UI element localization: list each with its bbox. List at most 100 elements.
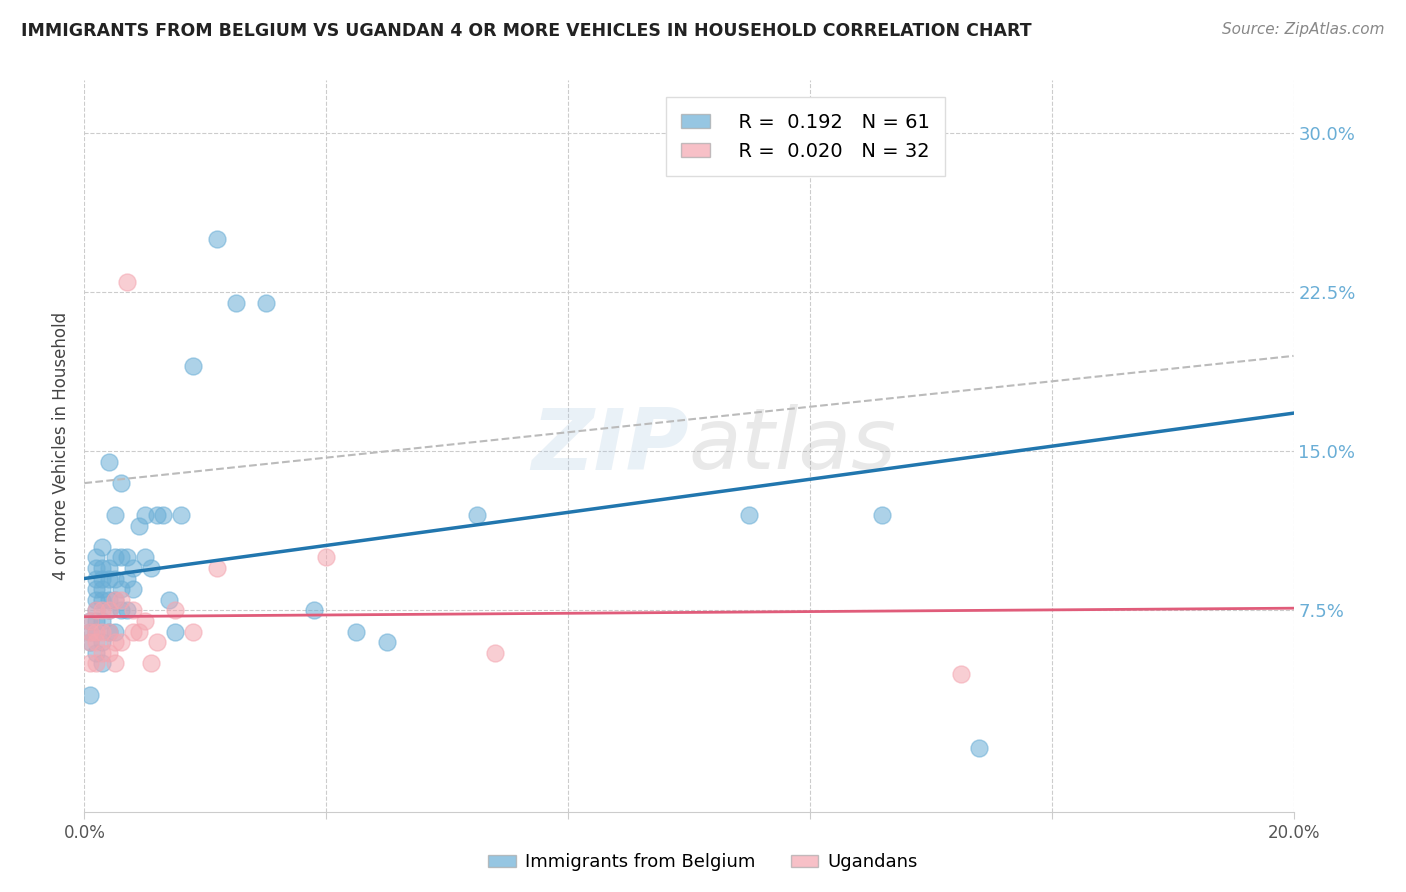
Point xyxy=(97,561,120,575)
Point xyxy=(86,603,108,617)
Point xyxy=(86,550,108,565)
Point xyxy=(79,657,101,671)
Point xyxy=(467,508,489,522)
Point xyxy=(86,635,108,649)
Point xyxy=(254,296,277,310)
Point xyxy=(110,635,132,649)
Point xyxy=(104,550,127,565)
Point xyxy=(115,572,138,586)
Point xyxy=(950,667,973,681)
Point xyxy=(139,657,162,671)
Point xyxy=(104,635,127,649)
Point xyxy=(97,455,120,469)
Point xyxy=(165,603,187,617)
Point xyxy=(97,624,120,639)
Point xyxy=(181,624,204,639)
Point xyxy=(104,657,127,671)
Point xyxy=(104,508,127,522)
Point xyxy=(967,741,990,756)
Point xyxy=(91,572,114,586)
Point xyxy=(86,624,108,639)
Point xyxy=(91,582,114,596)
Point xyxy=(207,561,229,575)
Point xyxy=(79,688,101,702)
Point xyxy=(104,592,127,607)
Point xyxy=(97,592,120,607)
Point xyxy=(225,296,247,310)
Point xyxy=(104,624,127,639)
Point xyxy=(86,603,108,617)
Point xyxy=(79,635,101,649)
Point xyxy=(146,508,169,522)
Point xyxy=(97,646,120,660)
Point xyxy=(157,592,180,607)
Point xyxy=(121,582,143,596)
Point xyxy=(91,540,114,554)
Point xyxy=(165,624,187,639)
Point xyxy=(134,614,156,628)
Point xyxy=(104,572,127,586)
Point xyxy=(738,508,761,522)
Point xyxy=(97,603,120,617)
Point xyxy=(91,614,114,628)
Point xyxy=(97,603,120,617)
Text: ZIP: ZIP xyxy=(531,404,689,488)
Text: IMMIGRANTS FROM BELGIUM VS UGANDAN 4 OR MORE VEHICLES IN HOUSEHOLD CORRELATION C: IMMIGRANTS FROM BELGIUM VS UGANDAN 4 OR … xyxy=(21,22,1032,40)
Point xyxy=(104,592,127,607)
Point xyxy=(91,646,114,660)
Point xyxy=(302,603,325,617)
Legend: Immigrants from Belgium, Ugandans: Immigrants from Belgium, Ugandans xyxy=(481,847,925,879)
Point xyxy=(872,508,894,522)
Point xyxy=(97,624,120,639)
Point xyxy=(146,635,169,649)
Point xyxy=(181,359,204,374)
Point xyxy=(152,508,174,522)
Point xyxy=(79,614,101,628)
Point xyxy=(91,635,114,649)
Point xyxy=(121,624,143,639)
Point xyxy=(484,646,506,660)
Point xyxy=(86,624,108,639)
Point xyxy=(86,561,108,575)
Point xyxy=(110,603,132,617)
Point xyxy=(139,561,162,575)
Point xyxy=(79,635,101,649)
Point xyxy=(110,582,132,596)
Point xyxy=(79,614,101,628)
Legend:   R =  0.192   N = 61,   R =  0.020   N = 32: R = 0.192 N = 61, R = 0.020 N = 32 xyxy=(665,97,945,176)
Point xyxy=(91,561,114,575)
Point xyxy=(315,550,337,565)
Point xyxy=(86,614,108,628)
Point xyxy=(86,582,108,596)
Point xyxy=(128,624,150,639)
Point xyxy=(115,550,138,565)
Point xyxy=(115,603,138,617)
Text: atlas: atlas xyxy=(689,404,897,488)
Point xyxy=(134,508,156,522)
Text: Source: ZipAtlas.com: Source: ZipAtlas.com xyxy=(1222,22,1385,37)
Point xyxy=(170,508,193,522)
Point xyxy=(91,657,114,671)
Point xyxy=(375,635,398,649)
Point xyxy=(115,275,138,289)
Point xyxy=(91,603,114,617)
Point xyxy=(134,550,156,565)
Point xyxy=(121,561,143,575)
Point xyxy=(110,550,132,565)
Point xyxy=(110,592,132,607)
Point xyxy=(207,232,229,246)
Point xyxy=(97,572,120,586)
Point xyxy=(86,592,108,607)
Point xyxy=(86,657,108,671)
Point xyxy=(79,624,101,639)
Y-axis label: 4 or more Vehicles in Household: 4 or more Vehicles in Household xyxy=(52,312,70,580)
Point xyxy=(128,518,150,533)
Point xyxy=(79,624,101,639)
Point xyxy=(86,646,108,660)
Point xyxy=(346,624,368,639)
Point xyxy=(86,572,108,586)
Point xyxy=(91,624,114,639)
Point xyxy=(91,592,114,607)
Point xyxy=(121,603,143,617)
Point xyxy=(110,476,132,491)
